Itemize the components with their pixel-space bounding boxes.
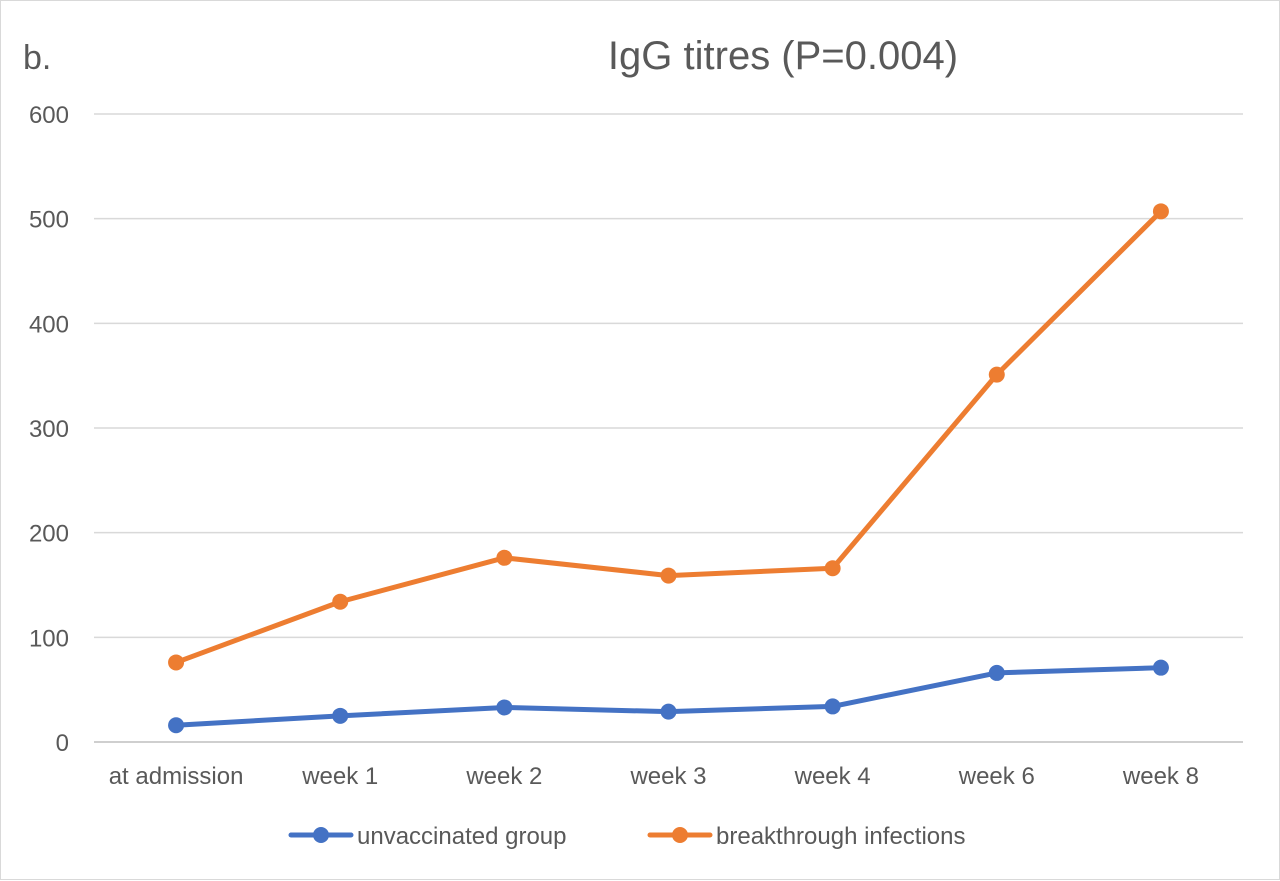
legend-swatch-marker xyxy=(313,827,329,843)
y-tick-label: 400 xyxy=(29,311,69,338)
x-tick-label: week 6 xyxy=(958,763,1035,790)
data-point xyxy=(988,664,1005,681)
data-point xyxy=(332,593,349,610)
data-point xyxy=(660,567,677,584)
series-line xyxy=(173,208,1164,665)
data-point xyxy=(496,699,513,716)
series-lines xyxy=(168,203,1169,734)
series-unvaccinated-group xyxy=(168,659,1169,734)
data-point xyxy=(168,717,185,734)
y-axis-ticks: 0 100 200 300 400 500 600 xyxy=(29,102,69,757)
data-point xyxy=(824,698,841,715)
y-tick-label: 300 xyxy=(29,416,69,443)
data-point xyxy=(1152,659,1169,676)
legend-label: breakthrough infections xyxy=(716,823,966,850)
x-tick-label: week 1 xyxy=(301,763,378,790)
data-point xyxy=(496,549,513,566)
legend-item: breakthrough infections xyxy=(647,823,966,850)
x-tick-label: week 8 xyxy=(1122,763,1199,790)
y-tick-label: 600 xyxy=(29,102,69,129)
x-tick-label: week 4 xyxy=(794,763,871,790)
y-tick-label: 500 xyxy=(29,207,69,234)
data-point xyxy=(660,703,677,720)
data-point xyxy=(988,366,1005,383)
x-tick-label: week 3 xyxy=(629,763,706,790)
data-point xyxy=(1152,203,1169,220)
data-point xyxy=(332,707,349,724)
data-point xyxy=(168,654,185,671)
legend: unvaccinated group breakthrough infection… xyxy=(288,823,966,850)
gridlines xyxy=(94,113,1243,743)
data-point xyxy=(824,560,841,577)
panel-label: b. xyxy=(23,39,51,77)
y-tick-label: 200 xyxy=(29,521,69,548)
x-axis-ticks: at admission week 1 week 2 week 3 week 4 week… xyxy=(109,763,1199,790)
legend-item: unvaccinated group xyxy=(288,823,566,850)
legend-label: unvaccinated group xyxy=(357,823,566,850)
x-tick-label: at admission xyxy=(109,763,244,790)
x-tick-label: week 2 xyxy=(465,763,542,790)
legend-swatch-marker xyxy=(672,827,688,843)
chart-title: IgG titres (P=0.004) xyxy=(608,34,958,78)
series-breakthrough-infections xyxy=(168,203,1169,671)
y-tick-label: 100 xyxy=(29,625,69,652)
y-tick-label: 0 xyxy=(56,730,69,757)
